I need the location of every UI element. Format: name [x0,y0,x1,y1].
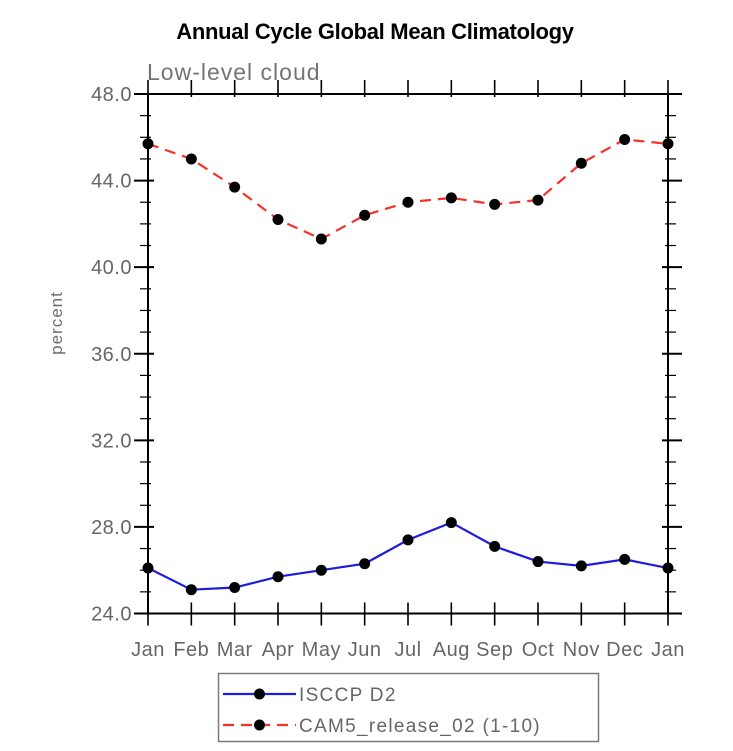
x-tick-label: Nov [563,639,600,661]
x-tick-label: Mar [217,639,253,661]
data-point-cam5-release-02-1-10 [445,192,457,204]
chart-subtitle: Low-level cloud [147,59,321,85]
legend-marker [254,719,265,731]
y-tick-label: 48.0 [91,84,132,106]
data-point-isccp-d2 [445,517,457,529]
x-tick-label: Jan [651,639,685,661]
data-point-cam5-release-02-1-10 [359,209,371,221]
data-point-isccp-d2 [662,562,674,574]
data-point-cam5-release-02-1-10 [662,138,674,150]
data-point-isccp-d2 [532,556,544,568]
y-tick-label: 32.0 [91,430,132,452]
x-tick-label: Jun [348,639,382,661]
data-point-isccp-d2 [402,534,414,546]
data-point-isccp-d2 [272,571,284,583]
x-tick-label: Oct [522,639,555,661]
data-point-isccp-d2 [142,562,154,574]
chart-title: Annual Cycle Global Mean Climatology [176,19,574,44]
data-point-isccp-d2 [619,553,631,565]
data-point-isccp-d2 [185,584,197,596]
data-point-isccp-d2 [229,582,241,594]
data-point-isccp-d2 [575,560,587,572]
data-point-cam5-release-02-1-10 [185,153,197,165]
data-point-cam5-release-02-1-10 [489,198,501,210]
data-point-cam5-release-02-1-10 [532,194,544,206]
legend-label: ISCCP D2 [299,685,397,706]
data-point-cam5-release-02-1-10 [272,214,284,226]
data-point-isccp-d2 [315,564,327,576]
data-point-cam5-release-02-1-10 [619,133,631,145]
x-tick-label: Feb [173,639,209,661]
data-point-isccp-d2 [489,540,501,552]
x-tick-label: Jan [131,639,165,661]
data-point-cam5-release-02-1-10 [315,233,327,245]
y-tick-label: 28.0 [91,517,132,539]
y-tick-label: 40.0 [91,257,132,279]
x-tick-label: Aug [433,639,470,661]
x-tick-label: Sep [476,639,513,661]
x-tick-label: Apr [262,639,295,661]
data-point-cam5-release-02-1-10 [142,138,154,150]
x-tick-label: Dec [606,639,643,661]
legend-label: CAM5_release_02 (1-10) [299,716,541,737]
data-point-cam5-release-02-1-10 [575,157,587,169]
y-tick-label: 24.0 [91,604,132,626]
x-tick-label: May [302,639,341,661]
y-tick-label: 44.0 [91,171,132,193]
series-line-cam5-release-02-1-10 [147,138,669,241]
legend-marker [254,688,265,700]
data-point-cam5-release-02-1-10 [402,196,414,208]
series-line-isccp-d2 [147,521,669,591]
legend-box [217,672,600,743]
x-tick-label: Jul [394,639,421,661]
data-point-isccp-d2 [359,558,371,570]
data-point-cam5-release-02-1-10 [229,181,241,193]
y-tick-label: 36.0 [91,344,132,366]
